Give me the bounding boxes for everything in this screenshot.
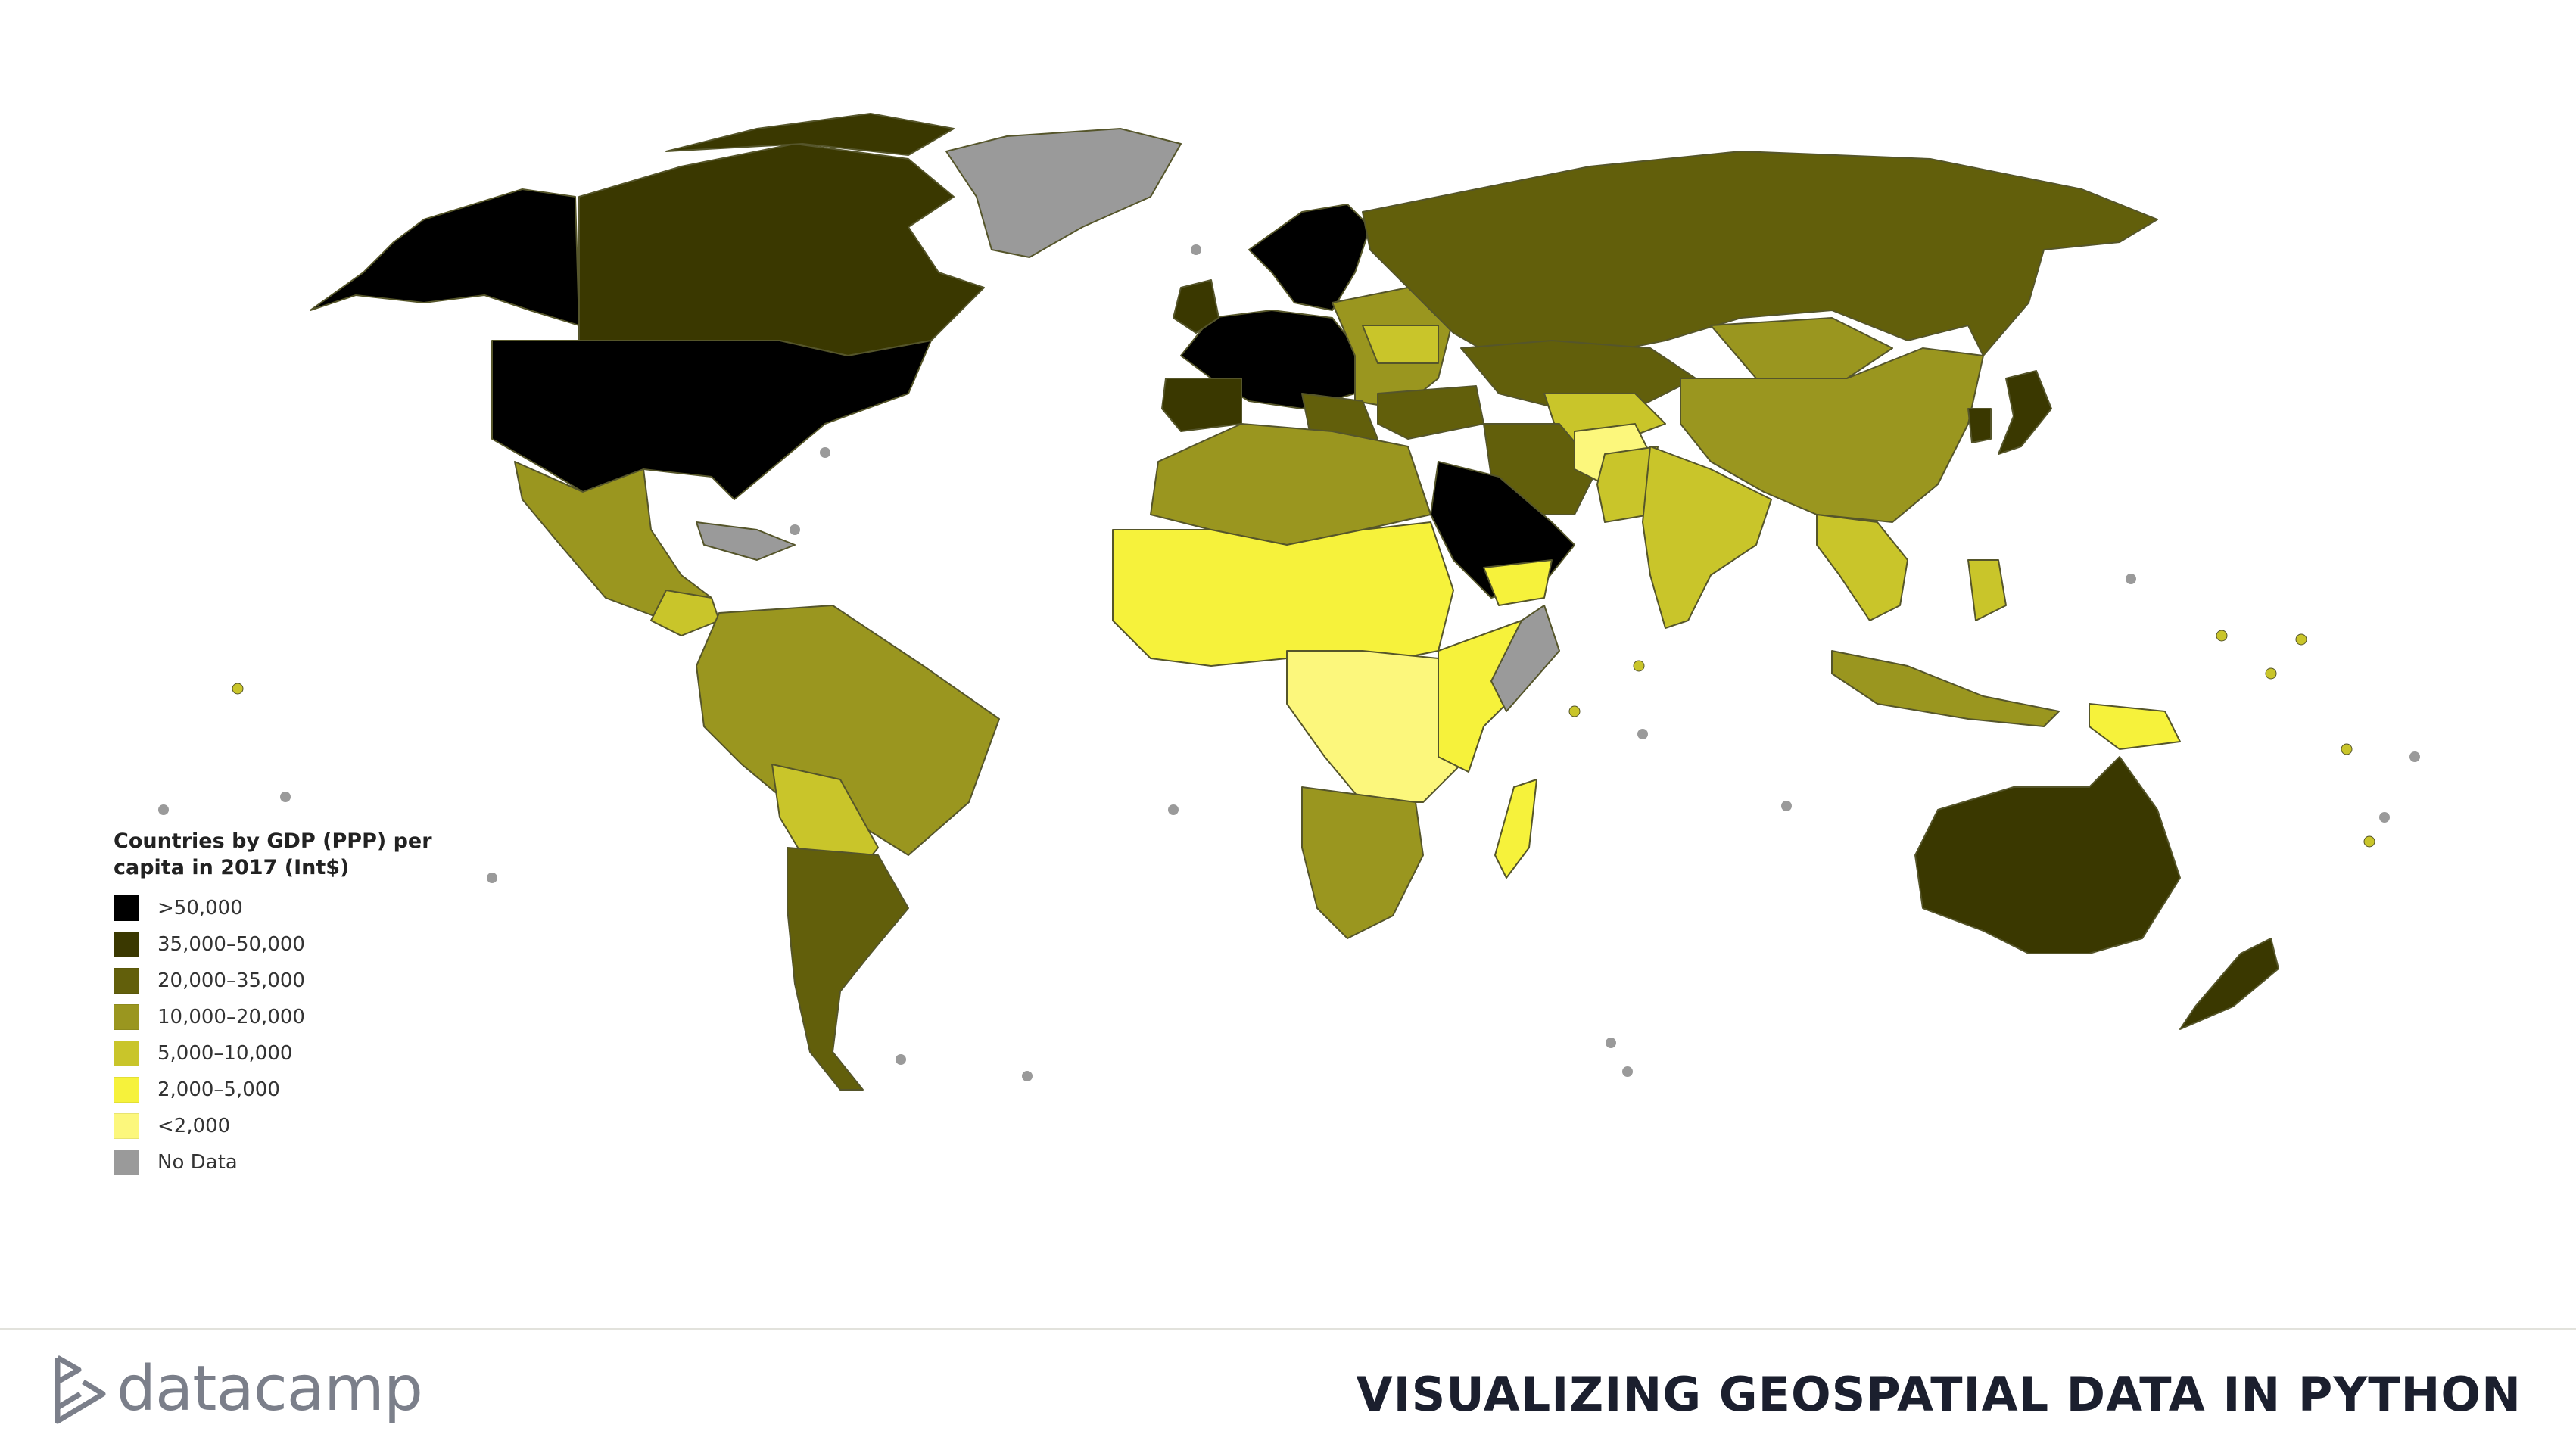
island-marker (1633, 660, 1645, 672)
island-marker (2216, 630, 2228, 642)
country-australia (1914, 756, 2181, 954)
legend-label: 10,000–20,000 (157, 1006, 305, 1028)
region-sahel (1112, 521, 1454, 667)
region-malay-indonesia (1831, 650, 2060, 727)
legend-label: 5,000–10,000 (157, 1042, 293, 1065)
country-korea (1967, 408, 1992, 443)
island-marker (2295, 633, 2307, 646)
island-marker (820, 447, 830, 458)
legend-item: 10,000–20,000 (114, 999, 537, 1035)
region-central-america (650, 590, 720, 636)
island-marker (1781, 801, 1792, 811)
legend-item: >50,000 (114, 890, 537, 926)
island-marker (487, 873, 497, 883)
legend-item: <2,000 (114, 1108, 537, 1144)
country-uk (1173, 279, 1219, 334)
legend-swatch (114, 895, 139, 921)
region-caribbean (696, 521, 796, 561)
legend-label: 35,000–50,000 (157, 933, 305, 956)
legend-label: <2,000 (157, 1115, 231, 1137)
island-marker (1606, 1038, 1616, 1048)
country-ukraine (1362, 325, 1439, 364)
legend-swatch (114, 1004, 139, 1030)
country-iberia (1161, 378, 1242, 432)
country-somalia (1490, 605, 1560, 712)
country-canada-arctic (665, 113, 955, 156)
country-greenland (945, 128, 1182, 258)
legend-label: No Data (157, 1151, 238, 1174)
legend-swatch (114, 1113, 139, 1139)
island-marker (2409, 751, 2420, 762)
legend-item: 2,000–5,000 (114, 1072, 537, 1108)
datacamp-logo-icon (55, 1355, 106, 1423)
country-png (2089, 703, 2181, 750)
region-south-america-north (696, 605, 1000, 856)
country-philippines (1967, 559, 2007, 621)
legend-swatch (114, 1077, 139, 1103)
map-legend: Countries by GDP (PPP) per capita in 201… (114, 828, 537, 1181)
region-indochina (1816, 514, 1908, 621)
country-canada (578, 143, 985, 356)
legend-title: Countries by GDP (PPP) per capita in 201… (114, 829, 432, 879)
country-mongolia (1710, 317, 1893, 379)
island-marker (2126, 574, 2136, 584)
island-marker (2341, 743, 2353, 755)
country-kazakhstan (1460, 340, 1696, 409)
region-southern-africa (1301, 786, 1424, 939)
island-marker (1568, 705, 1581, 717)
brand-name: datacamp (117, 1353, 423, 1425)
island-marker (2363, 835, 2375, 848)
island-marker (2265, 667, 2277, 680)
region-central-africa (1286, 650, 1477, 803)
legend-label: 2,000–5,000 (157, 1078, 280, 1101)
region-south-america-south (787, 847, 909, 1091)
island-marker (1022, 1071, 1033, 1081)
legend-item: 20,000–35,000 (114, 963, 537, 999)
island-marker (1637, 729, 1648, 739)
island-marker (896, 1054, 906, 1065)
island-marker (280, 792, 291, 802)
choropleth-map (158, 113, 2420, 1091)
legend-item: No Data (114, 1144, 537, 1181)
country-turkey (1377, 385, 1484, 440)
country-new-zealand (2179, 938, 2279, 1030)
island-marker (1168, 804, 1179, 815)
legend-label: >50,000 (157, 897, 243, 919)
country-china (1680, 347, 1984, 523)
world-map (158, 113, 2420, 1091)
island-marker (232, 683, 244, 695)
legend-item: 5,000–10,000 (114, 1035, 537, 1072)
course-title: VISUALIZING GEOSPATIAL DATA IN PYTHON (1356, 1367, 2521, 1422)
legend-swatch (114, 968, 139, 994)
legend-item: 35,000–50,000 (114, 926, 537, 963)
country-alaska (310, 188, 580, 326)
legend-swatch (114, 1041, 139, 1066)
legend-items: >50,000 35,000–50,000 20,000–35,000 10,000–… (114, 890, 537, 1181)
island-marker (790, 524, 800, 535)
country-yemen (1483, 559, 1553, 606)
country-india (1642, 446, 1772, 629)
slide-footer: datacamp VISUALIZING GEOSPATIAL DATA IN … (0, 1328, 2576, 1453)
island-marker (1191, 244, 1201, 255)
island-marker (2379, 812, 2390, 823)
country-usa (491, 340, 932, 500)
legend-swatch (114, 1150, 139, 1175)
legend-swatch (114, 932, 139, 957)
island-marker (1622, 1066, 1633, 1077)
country-pakistan (1596, 446, 1659, 523)
region-scandinavia (1248, 204, 1371, 311)
legend-label: 20,000–35,000 (157, 969, 305, 992)
brand: datacamp (53, 1353, 423, 1425)
country-madagascar (1494, 779, 1537, 879)
country-japan (1998, 370, 2052, 455)
region-north-africa (1150, 423, 1431, 546)
island-marker (158, 804, 169, 815)
